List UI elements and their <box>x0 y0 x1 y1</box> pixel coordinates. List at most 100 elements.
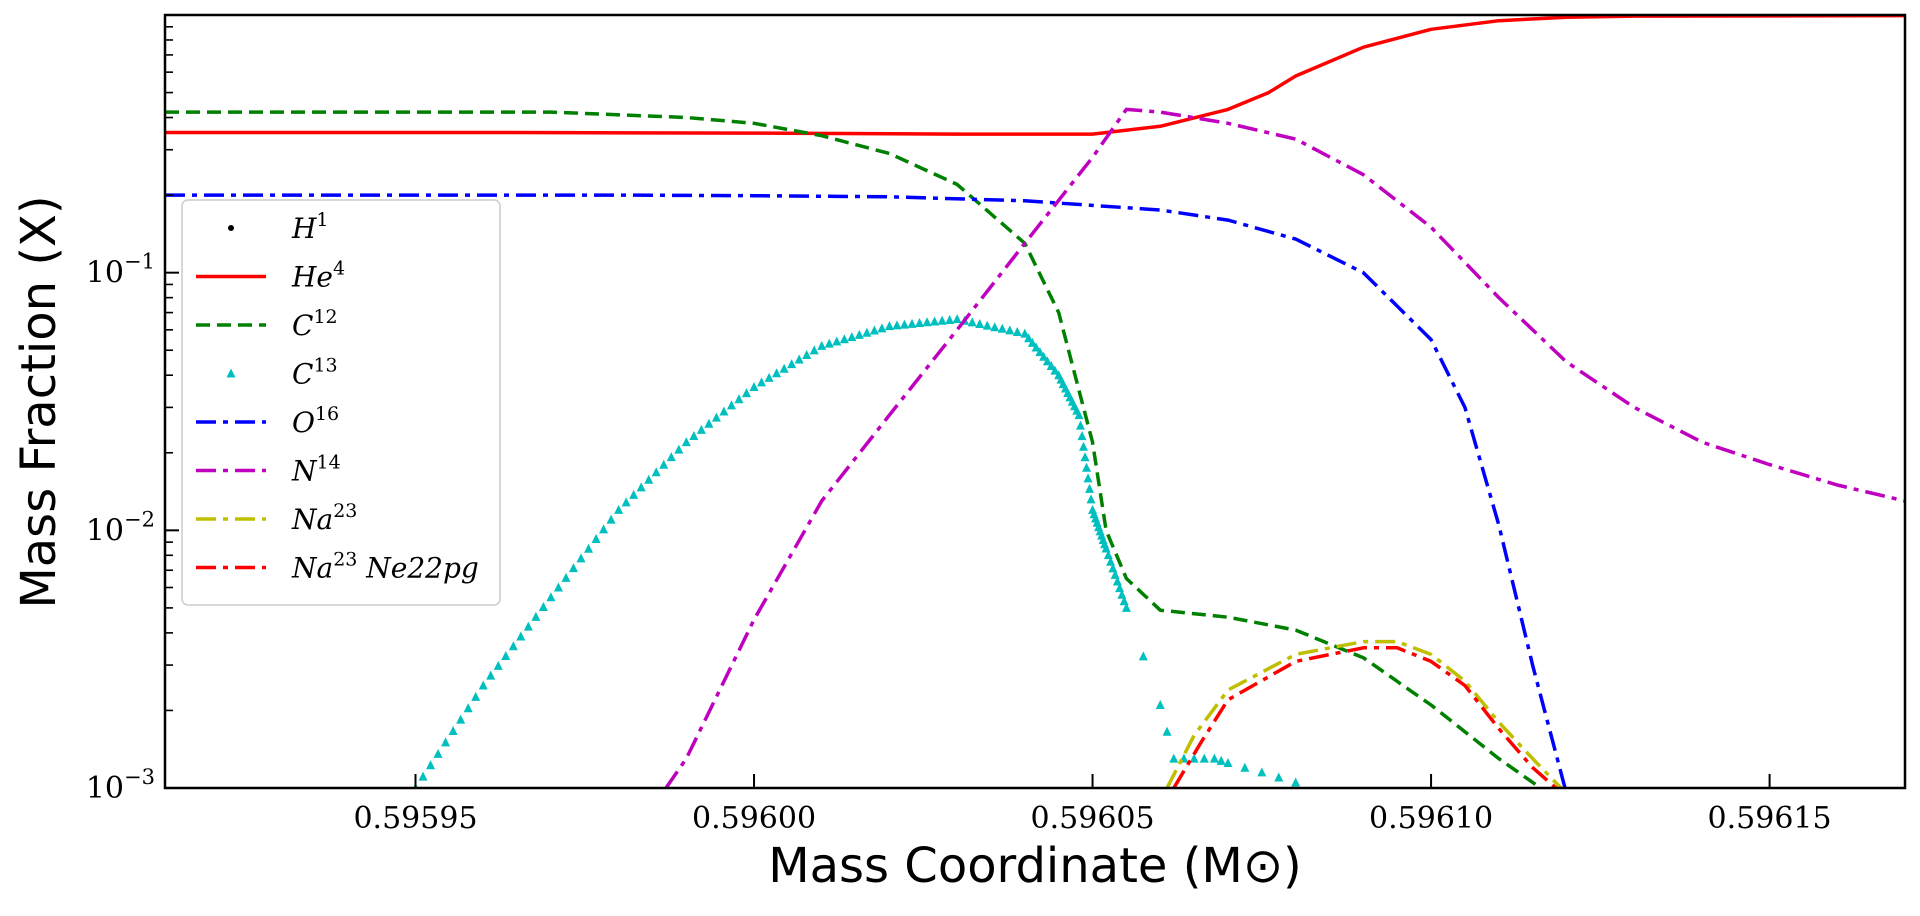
legend: H1 He4 C12 C13 O16 N14 Na23 Na23 Ne22pg <box>181 199 501 606</box>
c13-marker <box>1291 777 1301 787</box>
c13-marker <box>523 621 533 631</box>
c13-marker <box>967 317 977 327</box>
c13-marker <box>1005 325 1015 335</box>
c13-marker <box>1080 452 1090 462</box>
c13-marker <box>696 424 706 434</box>
x-axis-label: Mass Coordinate (M⊙) <box>768 838 1302 894</box>
c13-marker <box>1082 462 1092 472</box>
x-tick-label: 0.59610 <box>1369 801 1493 836</box>
c13-marker <box>674 444 684 454</box>
c13-marker <box>990 322 1000 332</box>
c13-marker <box>839 334 849 344</box>
c13-marker <box>621 497 631 507</box>
c13-marker <box>606 514 616 524</box>
c13-marker <box>584 543 594 553</box>
c13-marker <box>433 748 443 758</box>
c13-marker <box>930 316 940 326</box>
c13-marker <box>441 737 451 747</box>
c13-marker <box>824 338 834 348</box>
c13-marker <box>1031 342 1041 352</box>
c13-marker <box>1024 333 1034 343</box>
c13-marker <box>508 641 518 651</box>
c13-marker <box>561 572 571 582</box>
c13-marker <box>1121 602 1131 612</box>
c13-marker <box>516 631 526 641</box>
c13-marker <box>802 349 812 359</box>
legend-marker-c13 <box>226 368 236 378</box>
c13-marker <box>659 459 669 469</box>
c13-marker <box>1035 347 1045 357</box>
c13-marker <box>1027 337 1037 347</box>
c13-marker <box>463 703 473 713</box>
c13-marker <box>418 771 428 781</box>
c13-marker <box>636 482 646 492</box>
legend-label: C13 <box>292 355 338 391</box>
c13-marker <box>764 372 774 382</box>
series-c12-line <box>165 110 1544 788</box>
c13-marker <box>937 315 947 325</box>
c13-marker <box>471 691 481 701</box>
plot-frame <box>163 13 1907 790</box>
c13-marker <box>877 323 887 333</box>
c13-marker <box>456 714 466 724</box>
legend-label: Na23 <box>291 500 357 536</box>
c13-marker <box>448 726 458 736</box>
c13-marker <box>1169 753 1179 763</box>
c13-marker <box>952 314 962 324</box>
legend-label: H1 <box>291 209 329 245</box>
series-na23-line <box>1165 639 1564 788</box>
c13-marker <box>749 381 759 391</box>
c13-marker <box>884 321 894 331</box>
series-n14-line <box>664 107 1905 788</box>
c13-marker <box>591 534 601 544</box>
series-c13 <box>413 314 1301 788</box>
c13-marker <box>599 524 609 534</box>
c13-marker <box>486 670 496 680</box>
legend-frame <box>181 199 501 606</box>
series-o16-line <box>165 193 1567 788</box>
c13-marker <box>711 412 721 422</box>
x-tick-label: 0.59605 <box>1031 801 1155 836</box>
c13-marker <box>553 582 563 592</box>
c13-marker <box>1039 351 1049 361</box>
c13-marker <box>975 318 985 328</box>
c13-marker <box>794 354 804 364</box>
c13-marker <box>689 430 699 440</box>
c13-marker <box>982 320 992 330</box>
c13-marker <box>817 340 827 350</box>
series-na23-ne22pg-line <box>1172 646 1559 788</box>
c13-marker <box>915 318 925 328</box>
c13-marker <box>704 418 714 428</box>
c13-marker <box>892 320 902 330</box>
c13-marker <box>531 611 541 621</box>
c13-marker <box>1086 494 1096 504</box>
c13-marker <box>1020 328 1030 338</box>
legend-marker-h1 <box>228 225 234 231</box>
c13-marker <box>538 602 548 612</box>
c13-marker <box>726 400 736 410</box>
c13-marker <box>1240 762 1250 772</box>
c13-marker <box>899 319 909 329</box>
c13-marker <box>862 327 872 337</box>
legend-label: Na23 Ne22pg <box>291 549 479 585</box>
c13-marker <box>757 377 767 387</box>
legend-label: O16 <box>292 403 339 439</box>
c13-marker <box>1042 356 1052 366</box>
c13-marker <box>1257 767 1267 777</box>
c13-marker <box>1209 753 1219 763</box>
c13-marker <box>644 474 654 484</box>
series-he4-line <box>165 15 1905 136</box>
legend-label: He4 <box>291 258 345 294</box>
c13-marker <box>1076 420 1086 430</box>
c13-marker <box>1050 365 1060 375</box>
legend-label: C12 <box>292 306 338 342</box>
c13-marker <box>734 394 744 404</box>
c13-marker <box>1083 473 1093 483</box>
c13-marker <box>493 660 503 670</box>
c13-marker <box>1012 327 1022 337</box>
c13-marker <box>742 388 752 398</box>
c13-marker <box>945 314 955 324</box>
y-tick-label: 10−3 <box>86 765 155 806</box>
c13-marker <box>1199 753 1209 763</box>
